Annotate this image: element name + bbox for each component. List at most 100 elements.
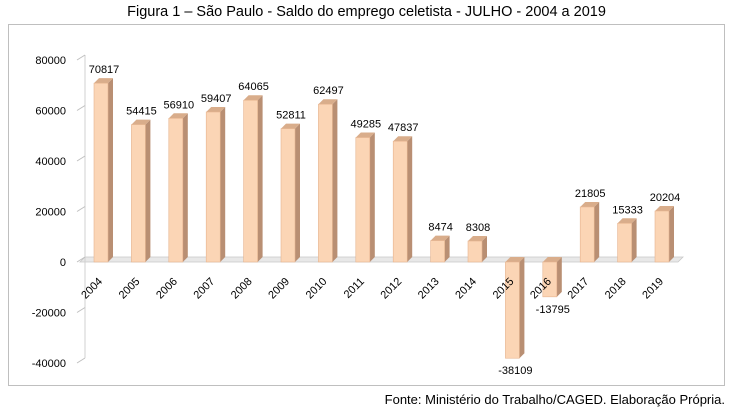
bar-front xyxy=(243,99,258,263)
y-tick-mark xyxy=(76,54,86,61)
x-tick-label: 2014 xyxy=(453,276,479,302)
x-axis: 2004 2005 2006 2007 2008 2009 2010 2011 2012 2013… xyxy=(79,276,666,302)
data-label: 64065 xyxy=(238,81,269,93)
bar-front xyxy=(579,206,595,263)
x-tick-label: 2010 xyxy=(304,276,330,302)
bar-top xyxy=(468,236,487,242)
bar xyxy=(280,123,300,263)
bar-side xyxy=(257,95,263,263)
x-tick-label: 2007 xyxy=(192,276,218,302)
data-label: 8308 xyxy=(466,222,490,234)
x-tick-label: 2019 xyxy=(640,276,666,302)
data-label: 54415 xyxy=(126,106,157,118)
data-label: -13795 xyxy=(536,304,570,316)
bar xyxy=(168,113,188,263)
bar xyxy=(617,218,637,263)
bar-front xyxy=(617,222,632,263)
data-label: 70817 xyxy=(89,64,120,76)
data-label: 52811 xyxy=(276,110,306,122)
x-tick-label: 2004 xyxy=(79,276,105,302)
bar-side xyxy=(220,106,226,263)
source-note: Fonte: Ministério do Trabalho/CAGED. Ela… xyxy=(384,392,725,407)
y-tick-label: 20000 xyxy=(35,207,66,219)
data-label: 21805 xyxy=(575,188,606,200)
bar-top xyxy=(542,257,562,262)
bar-front xyxy=(505,261,520,359)
x-tick-label: 2011 xyxy=(342,276,367,301)
bar-top xyxy=(430,235,450,241)
bar-front xyxy=(318,103,333,263)
data-label: 47837 xyxy=(388,122,419,134)
bar-side xyxy=(519,257,525,359)
bar-side xyxy=(295,123,300,262)
y-tick-label: -20000 xyxy=(32,308,66,320)
bar-side xyxy=(182,113,188,263)
bar-front xyxy=(205,111,221,263)
bar xyxy=(355,132,375,263)
y-tick-mark xyxy=(76,307,86,313)
bar-front xyxy=(355,137,371,263)
bar-front xyxy=(93,82,109,263)
bar-top xyxy=(580,201,600,207)
bar-top xyxy=(243,95,263,101)
y-axis: 80000 60000 40000 20000 0 -20000 -40000 xyxy=(32,54,86,370)
data-label: -38109 xyxy=(498,365,532,377)
bar-front xyxy=(467,240,483,263)
y-tick-mark xyxy=(76,256,86,263)
y-tick-mark xyxy=(76,357,86,364)
bar xyxy=(467,236,487,263)
bar-side xyxy=(482,236,487,262)
bar xyxy=(205,106,226,263)
bar-top xyxy=(393,136,413,142)
bars xyxy=(93,78,674,359)
data-label: 20204 xyxy=(650,192,681,204)
y-tick-mark xyxy=(76,155,86,162)
y-tick-label: 0 xyxy=(60,257,66,269)
bar-top xyxy=(168,113,188,119)
figure-title: Figura 1 – São Paulo - Saldo do emprego … xyxy=(127,4,606,20)
data-label: 49285 xyxy=(351,119,382,131)
bar xyxy=(243,95,263,263)
bar xyxy=(579,201,600,263)
bar-side xyxy=(369,132,375,262)
y-tick-mark xyxy=(76,105,86,111)
data-labels: 70817 54415 56910 59407 64065 52811 62497 49285… xyxy=(89,64,681,377)
bar-top xyxy=(94,78,113,84)
bar xyxy=(93,78,113,263)
bar-side xyxy=(669,205,674,262)
data-label: 62497 xyxy=(313,85,344,97)
bar xyxy=(505,257,525,359)
data-label: 15333 xyxy=(612,204,643,216)
y-tick-mark xyxy=(76,206,86,212)
x-tick-label: 2013 xyxy=(416,276,442,302)
bar-front xyxy=(654,210,670,263)
x-tick-label: 2017 xyxy=(566,276,592,302)
bar-top xyxy=(131,119,151,125)
bar-top xyxy=(505,257,525,262)
bar-top xyxy=(318,99,338,105)
bar-top xyxy=(281,123,300,129)
bar-side xyxy=(332,99,338,263)
bar xyxy=(318,99,338,263)
y-tick-label: 40000 xyxy=(35,156,66,168)
bar-top xyxy=(655,205,674,211)
bar xyxy=(131,119,151,263)
bar-front xyxy=(392,140,408,263)
bar-top xyxy=(617,218,637,224)
bar-front xyxy=(131,124,146,263)
bar-side xyxy=(108,78,113,262)
bar-side xyxy=(594,201,600,262)
x-tick-label: 2012 xyxy=(379,276,405,302)
data-label: 56910 xyxy=(164,99,195,111)
y-tick-label: -40000 xyxy=(32,358,66,370)
x-tick-label: 2008 xyxy=(229,276,255,302)
bar xyxy=(654,205,674,263)
x-tick-label: 2009 xyxy=(266,276,292,302)
bar-top xyxy=(206,106,226,112)
data-label: 8474 xyxy=(428,222,452,234)
bar-side xyxy=(407,136,413,262)
bar-side xyxy=(145,119,151,262)
bar xyxy=(392,136,413,263)
x-tick-label: 2018 xyxy=(603,276,629,302)
